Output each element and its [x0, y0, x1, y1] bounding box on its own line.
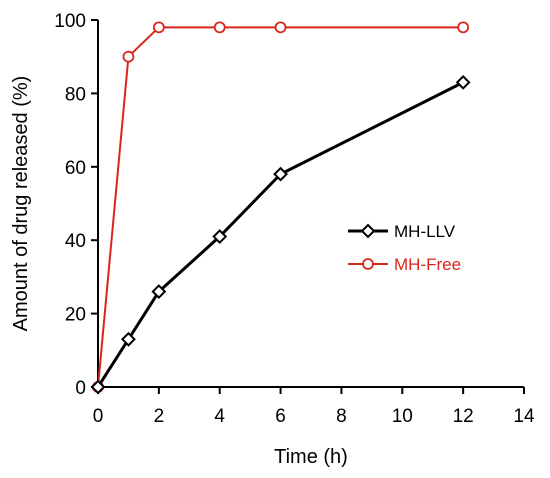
data-point	[152, 21, 165, 34]
data-point	[212, 229, 228, 244]
x-tick-label: 0	[93, 406, 104, 427]
data-point	[151, 284, 167, 299]
x-tick-label: 6	[275, 406, 286, 427]
legend-marker	[362, 258, 374, 270]
data-point	[455, 74, 471, 90]
x-tick-label: 14	[513, 406, 535, 427]
x-tick-label: 10	[392, 406, 413, 427]
data-point	[274, 21, 287, 34]
series-mh-llv	[90, 74, 471, 395]
legend-label: MH-Free	[394, 255, 461, 274]
series-layer	[90, 21, 471, 395]
data-point	[457, 21, 470, 34]
legend: MH-LLV MH-Free	[348, 222, 461, 274]
y-tick-label: 20	[65, 305, 86, 326]
x-tick-label: 4	[214, 406, 225, 427]
legend-item-mh-free: MH-Free	[348, 255, 461, 274]
series-line	[96, 81, 464, 388]
y-tick-label: 40	[65, 231, 86, 252]
x-tick-label: 2	[154, 406, 165, 427]
series-line	[97, 26, 464, 388]
x-axis-label: Time (h)	[274, 446, 348, 468]
data-point	[121, 331, 136, 347]
y-tick-label: 60	[65, 158, 86, 179]
y-tick-label: 80	[65, 84, 86, 105]
x-tick-label: 12	[453, 406, 474, 427]
data-point	[273, 166, 288, 182]
data-point	[213, 21, 226, 34]
y-tick-label: 100	[54, 11, 86, 32]
legend-item-mh-llv: MH-LLV	[348, 222, 456, 241]
data-point	[122, 50, 135, 63]
x-tick-label: 8	[336, 406, 347, 427]
legend-marker	[360, 223, 376, 239]
y-axis-label: Amount of drug released (%)	[10, 76, 32, 332]
series-mh-free	[92, 21, 470, 393]
y-tick-label: 0	[75, 378, 86, 399]
legend-label: MH-LLV	[394, 222, 456, 241]
data-point	[90, 379, 106, 395]
axes: 0 20 40 60 80 100 0 2 4 6 8 10 12 14	[54, 11, 535, 427]
